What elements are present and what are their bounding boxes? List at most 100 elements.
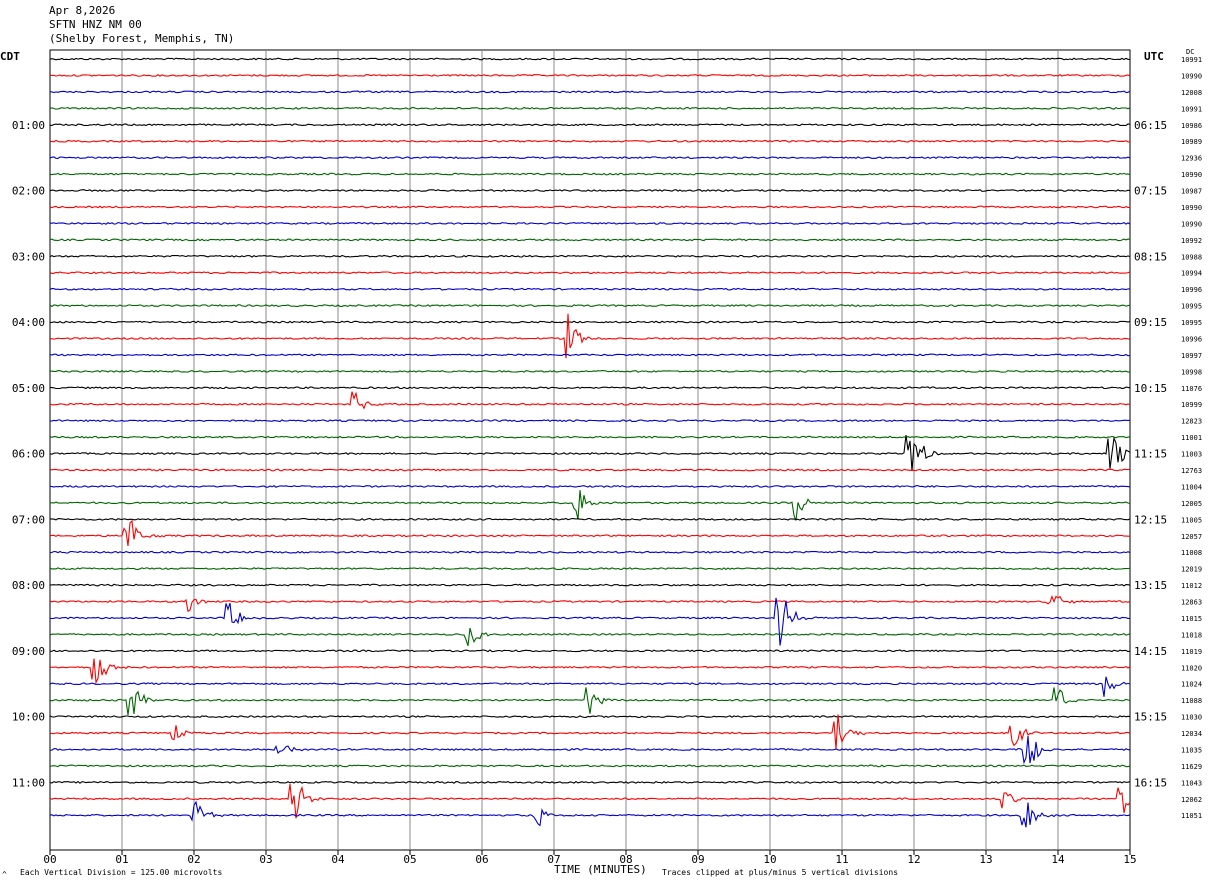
trace-row [49,714,1131,750]
trace-row [49,369,1131,373]
left-time-label: 09:00 [12,645,45,658]
dc-value-label: 11020 [1181,664,1202,672]
trace-row [49,74,1131,77]
dc-value-label: 11003 [1181,451,1202,459]
trace-row [49,320,1131,324]
left-time-label: 06:00 [12,448,45,461]
trace-row [49,735,1131,765]
right-time-label: 11:15 [1134,448,1167,461]
dc-value-label: 11001 [1181,434,1202,442]
right-time-label: 07:15 [1134,185,1167,198]
dc-value-label: 10990 [1181,171,1202,179]
trace-row [49,468,1131,472]
dc-value-label: 12062 [1181,796,1202,804]
trace-row [49,764,1131,768]
dc-value-label: 10987 [1181,188,1202,196]
left-time-label: 07:00 [12,513,45,526]
dc-value-label: 12034 [1181,730,1202,738]
x-tick-label: 09 [691,853,704,866]
trace-row [49,156,1131,160]
location-label: (Shelby Forest, Memphis, TN) [49,32,235,45]
trace-row [49,238,1131,242]
trace-row [49,254,1131,258]
right-time-label: 14:15 [1134,645,1167,658]
right-time-label: 15:15 [1134,711,1167,724]
dc-value-label: 11019 [1181,648,1202,656]
trace-row [49,485,1131,488]
dc-value-label: 11088 [1181,697,1202,705]
left-time-label: 10:00 [12,711,45,724]
left-time-label: 04:00 [12,316,45,329]
dc-value-label: 12005 [1181,500,1202,508]
dc-value-label: 10986 [1181,122,1202,130]
dc-value-label: 12057 [1181,533,1202,541]
dc-value-label: 10990 [1181,72,1202,80]
x-tick-label: 02 [187,853,200,866]
right-time-label: 10:15 [1134,382,1167,395]
x-axis-title: TIME (MINUTES) [554,863,647,876]
dc-value-label: 10999 [1181,401,1202,409]
dc-value-label: 10995 [1181,303,1202,311]
dc-value-label: 12823 [1181,418,1202,426]
right-time-label: 13:15 [1134,579,1167,592]
dc-value-label: 11035 [1181,746,1202,754]
dc-value-label: 10997 [1181,352,1202,360]
dc-value-label: 11051 [1181,812,1202,820]
dc-value-label: 11005 [1181,516,1202,524]
trace-row [49,490,1131,521]
trace-row [50,583,1131,587]
left-time-label: 02:00 [12,185,45,198]
trace-row [49,567,1131,571]
trace-row [49,658,1131,685]
dc-value-label: 11008 [1181,549,1202,557]
dc-value-label: 12008 [1181,89,1202,97]
trace-row [49,353,1131,357]
right-time-label: 09:15 [1134,316,1167,329]
trace-row [49,313,1131,359]
trace-row [49,57,1131,61]
dc-value-label: 10995 [1181,319,1202,327]
dc-value-label: 10996 [1181,335,1202,343]
dc-value-label: 11629 [1181,763,1202,771]
x-tick-label: 04 [331,853,345,866]
x-tick-label: 12 [907,853,920,866]
right-time-label: 16:15 [1134,776,1167,789]
x-tick-label: 10 [763,853,776,866]
corner-mark: ^ [2,870,7,879]
trace-row [49,106,1131,110]
left-time-label: 03:00 [12,250,45,263]
x-tick-label: 03 [259,853,272,866]
plot-frame [49,49,1131,851]
trace-row [49,595,1131,613]
dc-value-label: 10990 [1181,204,1202,212]
trace-row [49,287,1130,291]
left-time-label: 05:00 [12,382,45,395]
trace-row [49,649,1131,653]
dc-value-label: 10991 [1181,105,1202,113]
dc-value-label: 11015 [1181,615,1202,623]
trace-row [49,205,1130,209]
dc-value-label: 10992 [1181,237,1202,245]
right-time-label: 08:15 [1134,250,1167,263]
trace-row [49,519,1130,546]
dc-value-label: 11024 [1181,681,1202,689]
trace-row [49,139,1131,143]
dc-value-label: 11030 [1181,714,1202,722]
left-time-label: 01:00 [12,119,45,132]
left-time-label: 08:00 [12,579,45,592]
trace-row [49,627,1131,646]
trace-row [49,386,1131,390]
trace-row [49,780,1131,784]
dc-value-label: 10990 [1181,220,1202,228]
trace-row [49,597,1130,646]
x-tick-label: 15 [1123,853,1136,866]
dc-value-label: 10991 [1181,56,1202,64]
dc-value-label: 11012 [1181,582,1202,590]
x-tick-label: 11 [835,853,848,866]
x-tick-label: 07 [547,853,560,866]
dc-label: DC [1186,48,1195,56]
scale-note: Each Vertical Division = 125.00 microvol… [20,868,223,877]
x-tick-label: 13 [979,853,992,866]
dc-value-label: 10994 [1181,270,1202,278]
